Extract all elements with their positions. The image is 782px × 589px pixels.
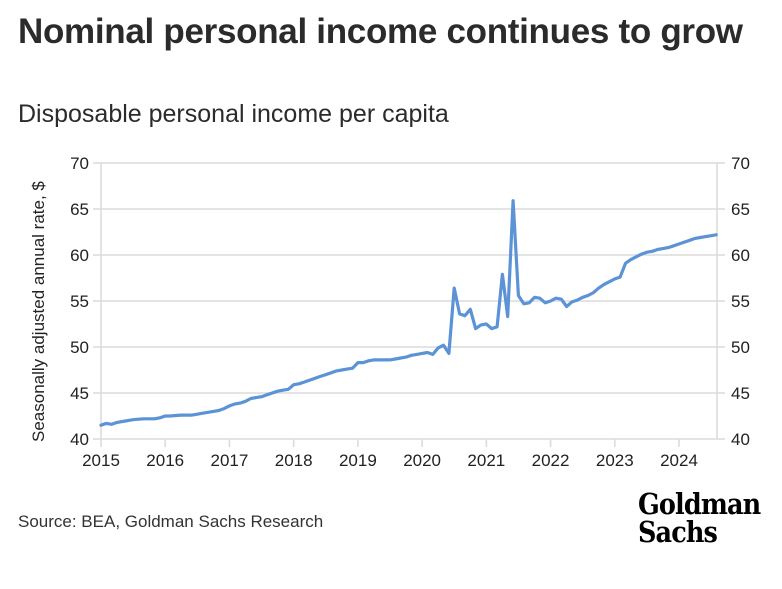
chart-title: Nominal personal income continues to gro… xyxy=(18,12,743,51)
x-tick-label: 2018 xyxy=(275,451,313,470)
x-tick-label: 2024 xyxy=(660,451,698,470)
y-axis-right-labels: 40 45 50 55 60 65 70 xyxy=(731,154,750,449)
x-tick-label: 2023 xyxy=(596,451,634,470)
source-note: Source: BEA, Goldman Sachs Research xyxy=(18,512,324,531)
chart-subtitle: Disposable personal income per capita xyxy=(18,100,449,128)
y-tick-label-left: 60 xyxy=(70,246,89,265)
x-tick-label: 2016 xyxy=(146,451,184,470)
title-clip xyxy=(0,140,60,162)
y-tick-label-left: 40 xyxy=(70,430,89,449)
y-tick-label-right: 55 xyxy=(731,292,750,311)
x-axis-labels: 2015 2016 2017 2018 2019 2020 2021 2022 2023 2024 xyxy=(82,451,698,470)
y-tick-label-right: 65 xyxy=(731,200,750,219)
y-tick-label-right: 70 xyxy=(731,154,750,173)
y-tick-label-left: 70 xyxy=(70,154,89,173)
y-tick-label-left: 55 xyxy=(70,292,89,311)
y-tick-label-left: 45 xyxy=(70,384,89,403)
x-tick-label: 2021 xyxy=(467,451,505,470)
y-tick-label-right: 60 xyxy=(731,246,750,265)
y-tick-label-right: 40 xyxy=(731,430,750,449)
y-tick-label-right: 50 xyxy=(731,338,750,357)
gridlines xyxy=(101,162,717,440)
goldman-sachs-logo: Goldman Sachs xyxy=(638,487,761,549)
x-tick-label: 2020 xyxy=(403,451,441,470)
x-tick-label: 2015 xyxy=(82,451,120,470)
x-tick-label: 2017 xyxy=(211,451,249,470)
y-tick-label-left: 65 xyxy=(70,200,89,219)
y-tick-label-right: 45 xyxy=(731,384,750,403)
series-line-disposable-income xyxy=(99,199,718,427)
axes xyxy=(93,162,725,447)
y-tick-label-left: 50 xyxy=(70,338,89,357)
y-axis-left-labels: 40 45 50 55 60 65 70 xyxy=(70,154,89,449)
x-tick-label: 2022 xyxy=(532,451,570,470)
x-tick-label: 2019 xyxy=(339,451,377,470)
y-axis-title: Seasonally adjusted annual rate, $ xyxy=(29,181,48,442)
